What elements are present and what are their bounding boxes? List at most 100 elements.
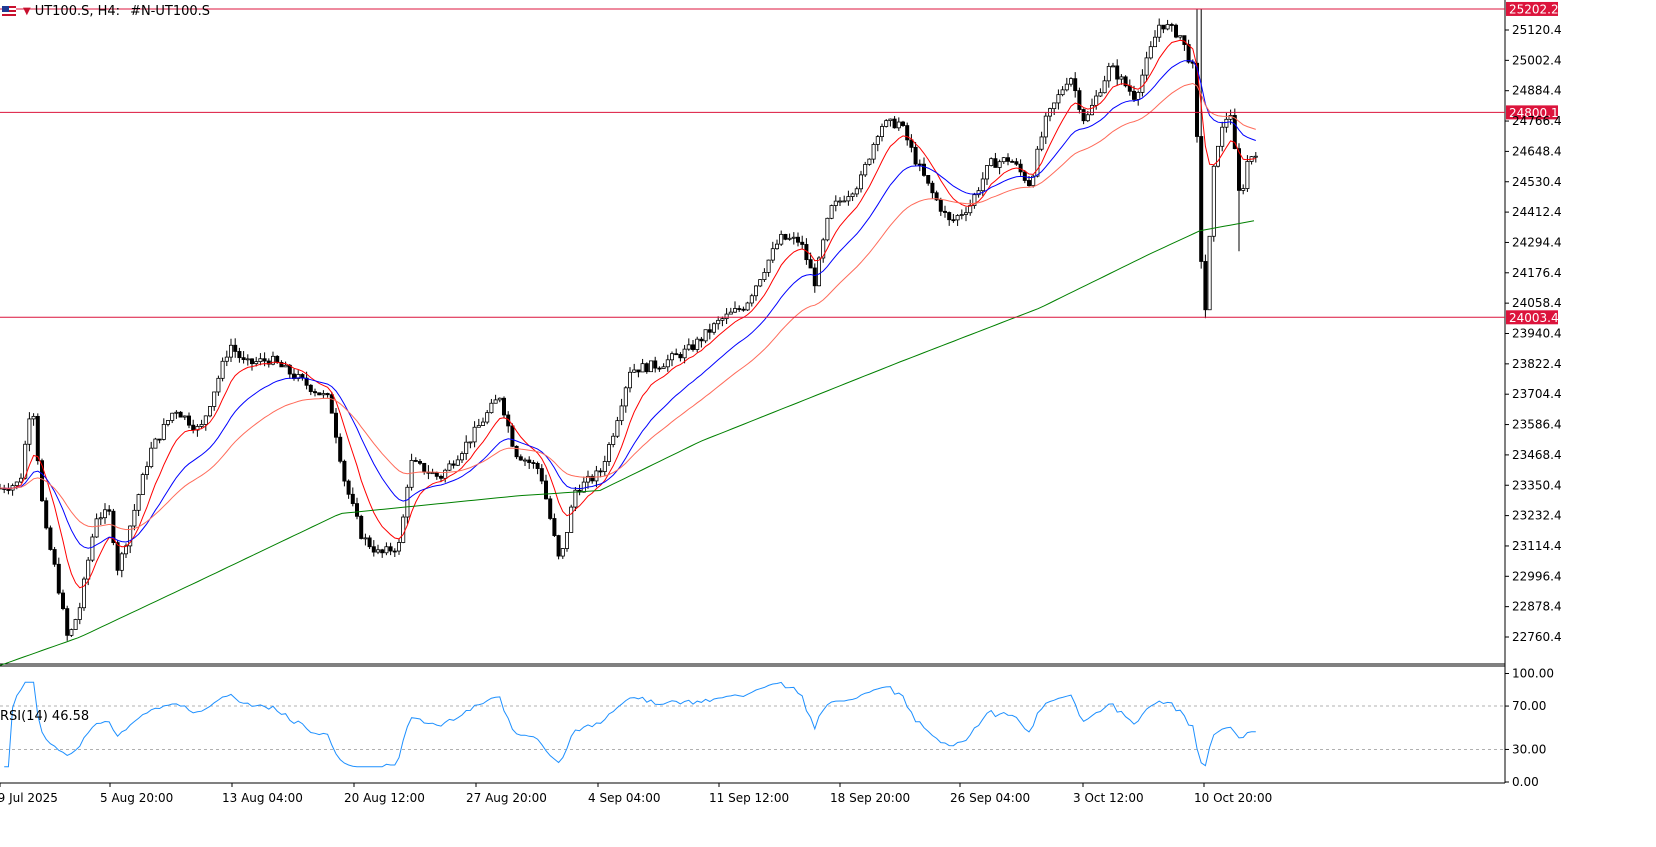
candle-body[interactable] (237, 351, 242, 359)
rsi-line[interactable] (4, 681, 1256, 768)
candle-body[interactable] (510, 425, 515, 447)
candle-body[interactable] (40, 460, 45, 502)
candle-body[interactable] (1018, 163, 1023, 173)
candle-body[interactable] (233, 344, 238, 352)
candle-body[interactable] (1014, 161, 1019, 165)
candle-body[interactable] (52, 549, 57, 565)
candle-body[interactable] (611, 435, 616, 445)
candle-body[interactable] (754, 285, 759, 297)
candle-body[interactable] (628, 371, 633, 389)
candle-body[interactable] (27, 418, 32, 445)
candle-body[interactable] (350, 493, 355, 504)
candle-body[interactable] (1060, 89, 1065, 96)
candle-body[interactable] (275, 355, 280, 363)
candle-body[interactable] (1073, 78, 1078, 92)
candle-body[interactable] (31, 415, 36, 420)
candle-body[interactable] (321, 393, 326, 396)
candle-body[interactable] (485, 412, 490, 423)
candle-body[interactable] (48, 527, 53, 550)
candle-body[interactable] (354, 503, 359, 517)
candle-body[interactable] (1157, 24, 1162, 38)
candle-body[interactable] (65, 608, 70, 636)
candle-body[interactable] (762, 272, 767, 280)
candle-body[interactable] (1094, 95, 1099, 106)
ma-long-line[interactable] (0, 220, 1255, 666)
candle-body[interactable] (535, 462, 540, 469)
candle-body[interactable] (111, 510, 116, 543)
candle-body[interactable] (665, 359, 670, 368)
candle-body[interactable] (1031, 175, 1036, 187)
candle-body[interactable] (548, 498, 553, 519)
candle-body[interactable] (178, 411, 183, 418)
candle-body[interactable] (405, 486, 410, 518)
candle-body[interactable] (86, 559, 91, 580)
candle-body[interactable] (1245, 161, 1250, 189)
candle-body[interactable] (930, 182, 935, 194)
candle-body[interactable] (569, 506, 574, 533)
candle-body[interactable] (296, 374, 301, 379)
candle-body[interactable] (199, 424, 204, 427)
candle-body[interactable] (124, 545, 129, 555)
candle-body[interactable] (527, 459, 532, 463)
candle-body[interactable] (770, 248, 775, 261)
candle-body[interactable] (1090, 104, 1095, 116)
candle-body[interactable] (783, 233, 788, 240)
candle-body[interactable] (476, 425, 481, 428)
candle-body[interactable] (594, 470, 599, 482)
candle-body[interactable] (1207, 235, 1212, 311)
candle-body[interactable] (329, 394, 334, 414)
candle-body[interactable] (728, 311, 733, 315)
candle-body[interactable] (1174, 24, 1179, 38)
candle-body[interactable] (203, 415, 208, 425)
candle-body[interactable] (896, 121, 901, 129)
candle-body[interactable] (489, 402, 494, 414)
candle-body[interactable] (359, 515, 364, 539)
candle-body[interactable] (980, 178, 985, 192)
candle-body[interactable] (909, 139, 914, 148)
candle-body[interactable] (829, 205, 834, 219)
candle-body[interactable] (73, 619, 78, 630)
candle-body[interactable] (1253, 155, 1258, 158)
candle-body[interactable] (56, 563, 61, 594)
candle-body[interactable] (821, 239, 826, 259)
candle-body[interactable] (182, 415, 187, 418)
candle-body[interactable] (695, 338, 700, 350)
candle-body[interactable] (997, 161, 1002, 168)
candle-body[interactable] (602, 461, 607, 472)
candle-body[interactable] (1153, 36, 1158, 48)
candle-body[interactable] (1136, 91, 1141, 100)
candle-body[interactable] (859, 174, 864, 190)
candle-body[interactable] (1027, 180, 1032, 187)
candle-body[interactable] (670, 353, 675, 361)
candle-body[interactable] (691, 344, 696, 350)
candle-body[interactable] (401, 516, 406, 543)
candle-body[interactable] (430, 472, 435, 475)
candle-body[interactable] (338, 436, 343, 462)
candle-body[interactable] (657, 367, 662, 370)
candle-body[interactable] (985, 165, 990, 180)
candle-body[interactable] (346, 480, 351, 495)
candle-body[interactable] (590, 475, 595, 482)
candle-body[interactable] (283, 364, 288, 368)
candle-body[interactable] (1161, 24, 1166, 30)
candle-body[interactable] (707, 329, 712, 333)
candle-body[interactable] (191, 424, 196, 431)
candle-body[interactable] (1123, 76, 1128, 87)
candle-body[interactable] (544, 480, 549, 500)
candle-body[interactable] (1186, 44, 1191, 63)
candle-body[interactable] (132, 509, 137, 527)
candle-body[interactable] (325, 393, 330, 396)
candle-body[interactable] (1237, 148, 1242, 191)
candle-body[interactable] (703, 329, 708, 342)
candle-body[interactable] (1064, 83, 1069, 91)
candle-body[interactable] (674, 353, 679, 356)
candle-body[interactable] (6, 489, 11, 491)
candle-body[interactable] (863, 164, 868, 176)
candle-body[interactable] (922, 163, 927, 176)
candle-body[interactable] (686, 344, 691, 350)
candle-body[interactable] (396, 542, 401, 552)
candle-body[interactable] (539, 468, 544, 482)
candle-body[interactable] (249, 358, 254, 365)
candle-body[interactable] (787, 237, 792, 240)
candle-body[interactable] (14, 481, 19, 487)
